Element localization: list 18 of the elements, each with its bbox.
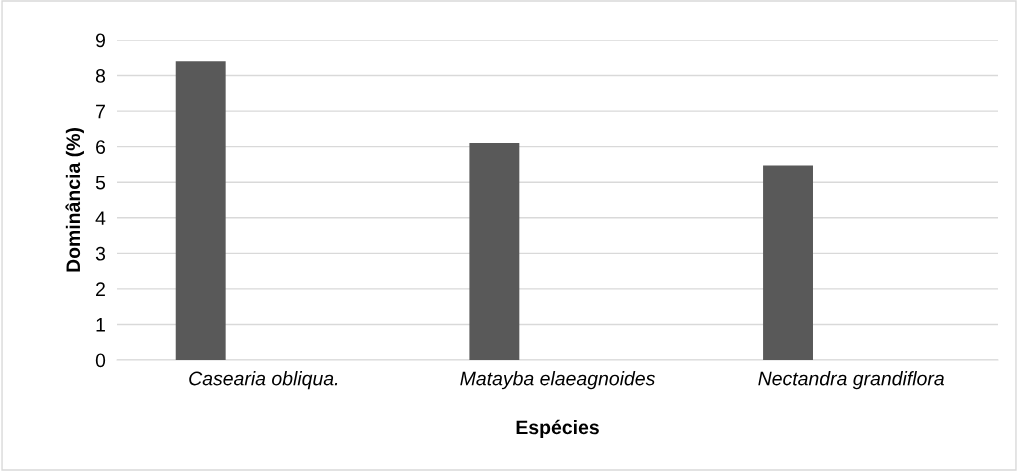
y-tick-label: 5 — [95, 175, 106, 190]
bar — [469, 143, 520, 360]
y-tick-label: 7 — [96, 104, 105, 119]
y-tick-label: 2 — [96, 282, 105, 296]
x-tick-label: Matayba elaeagnoides — [460, 371, 655, 390]
x-tick-label: Nectandra grandiflora — [758, 371, 945, 390]
x-axis-title: Espécies — [516, 419, 599, 439]
y-tick-label: 0 — [95, 353, 106, 368]
x-tick-label: Casearia obliqua. — [189, 371, 338, 390]
y-tick-label: 3 — [95, 246, 106, 261]
y-tick-label: 4 — [95, 211, 106, 225]
y-tick-label: 1 — [96, 318, 105, 332]
y-axis-title: Dominância (%) — [65, 128, 84, 272]
bar — [175, 61, 226, 360]
y-tick-label: 8 — [95, 69, 106, 83]
bar — [763, 165, 813, 360]
y-tick-label: 9 — [95, 33, 105, 48]
y-tick-label: 6 — [96, 140, 106, 154]
